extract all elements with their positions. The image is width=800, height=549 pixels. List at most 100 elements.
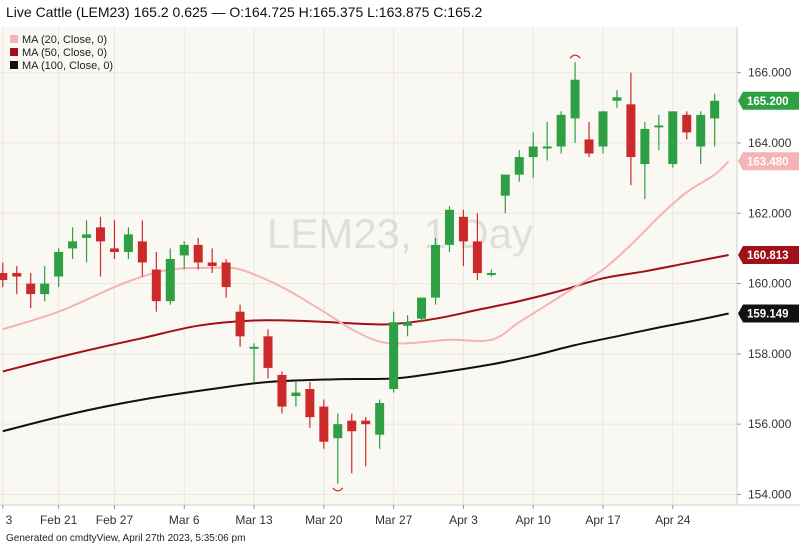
candle (305, 381, 315, 428)
candle-body (319, 406, 329, 442)
candle (710, 93, 720, 147)
x-axis: 3 Feb 21 Feb 27 Mar 6 Mar 13 Mar 20 Mar 27 Apr … (2, 505, 691, 527)
candle (458, 209, 468, 266)
low-marker (332, 487, 344, 492)
candle-body (417, 297, 427, 319)
candle (40, 266, 50, 302)
ma100-line (2, 312, 729, 433)
candle-body (207, 262, 217, 266)
candle (417, 297, 427, 323)
candle (235, 304, 245, 347)
candle-body (347, 420, 357, 432)
candle-body (654, 125, 664, 128)
candle-body (472, 241, 482, 274)
legend-label: MA (50, Close, 0) (22, 47, 107, 59)
candle (12, 266, 22, 295)
x-tick-label: Mar 27 (375, 513, 413, 527)
candle (403, 315, 413, 337)
extreme-markers (332, 54, 581, 492)
candle (333, 413, 343, 484)
x-tick-label: Apr 3 (449, 513, 478, 527)
candle-body (333, 424, 343, 439)
candle (151, 251, 161, 312)
watermark: LEM23, 1 Day (267, 210, 533, 257)
candle (82, 220, 92, 263)
candle (263, 329, 273, 379)
price-badge: 160.813 (738, 245, 799, 264)
candle (556, 111, 566, 154)
candle-body (668, 111, 678, 165)
price-badge: 159.149 (738, 304, 799, 323)
candle (375, 399, 385, 449)
candle (137, 220, 147, 277)
price-badge-bg (738, 304, 799, 323)
footer-text: Generated on cmdtyView, April 27th 2023,… (6, 533, 246, 544)
price-badge-bg (738, 245, 799, 264)
x-tick-label: Apr 17 (585, 513, 621, 527)
candle (277, 371, 287, 414)
candle (165, 248, 175, 305)
candle-body (556, 114, 566, 147)
candle-body (165, 258, 175, 302)
legend: MA (20, Close, 0)MA (50, Close, 0)MA (10… (10, 34, 113, 72)
y-tick-label: 156.000 (748, 417, 792, 431)
candle-body (528, 146, 538, 158)
candle-body (486, 273, 496, 276)
y-tick-label: 160.000 (748, 277, 792, 291)
candlesticks (0, 62, 720, 484)
candle-body (375, 403, 385, 435)
candle-body (151, 269, 161, 302)
x-tick-label: Apr 24 (655, 513, 691, 527)
candle (444, 206, 454, 252)
price-badge-label: 165.200 (747, 96, 789, 108)
candle (221, 258, 231, 298)
candle-body (54, 251, 64, 277)
price-badge-label: 160.813 (747, 250, 789, 262)
candle (54, 248, 64, 288)
candle-body (123, 234, 133, 252)
candle (626, 72, 636, 186)
candle (542, 121, 552, 161)
candle-body (221, 262, 231, 288)
candle (319, 399, 329, 449)
candle (207, 248, 217, 274)
candle (389, 311, 399, 393)
legend-swatch (10, 61, 18, 69)
x-tick-label: Apr 10 (516, 513, 552, 527)
candle-body (542, 146, 552, 149)
candle (654, 114, 664, 151)
candle-body (40, 283, 50, 295)
price-badges: 165.200 163.480 160.813 159.149 (738, 91, 799, 323)
candle (640, 121, 650, 200)
y-axis: 154.000 156.000 158.000 160.000 162.000 164.0… (737, 66, 792, 501)
price-badge: 165.200 (738, 91, 799, 110)
candle (472, 213, 482, 281)
candle-body (431, 244, 440, 298)
candle-body (612, 97, 622, 101)
candle (682, 111, 692, 140)
candle-body (137, 241, 147, 263)
candle-body (0, 273, 8, 281)
candle (500, 174, 510, 214)
candle (26, 273, 36, 309)
chart-title: Live Cattle (LEM23) 165.2 0.625 — O:164.… (6, 4, 483, 20)
legend-label: MA (20, Close, 0) (22, 34, 107, 46)
legend-label: MA (100, Close, 0) (22, 60, 113, 72)
candle-body (640, 128, 650, 165)
x-tick-label: Feb 27 (96, 513, 134, 527)
candle-body (277, 374, 287, 407)
x-tick-label: 3 (6, 513, 13, 527)
candle-body (458, 216, 468, 242)
candle-body (68, 241, 78, 249)
candle-body (514, 157, 524, 175)
candle (179, 241, 189, 270)
x-tick-label: Mar 6 (169, 513, 200, 527)
candle-body (179, 244, 189, 256)
candle-body (193, 244, 203, 263)
candle (123, 227, 133, 259)
legend-swatch (10, 35, 18, 43)
price-badge-label: 163.480 (747, 156, 789, 168)
candle (612, 90, 622, 108)
y-tick-label: 166.000 (748, 66, 792, 80)
